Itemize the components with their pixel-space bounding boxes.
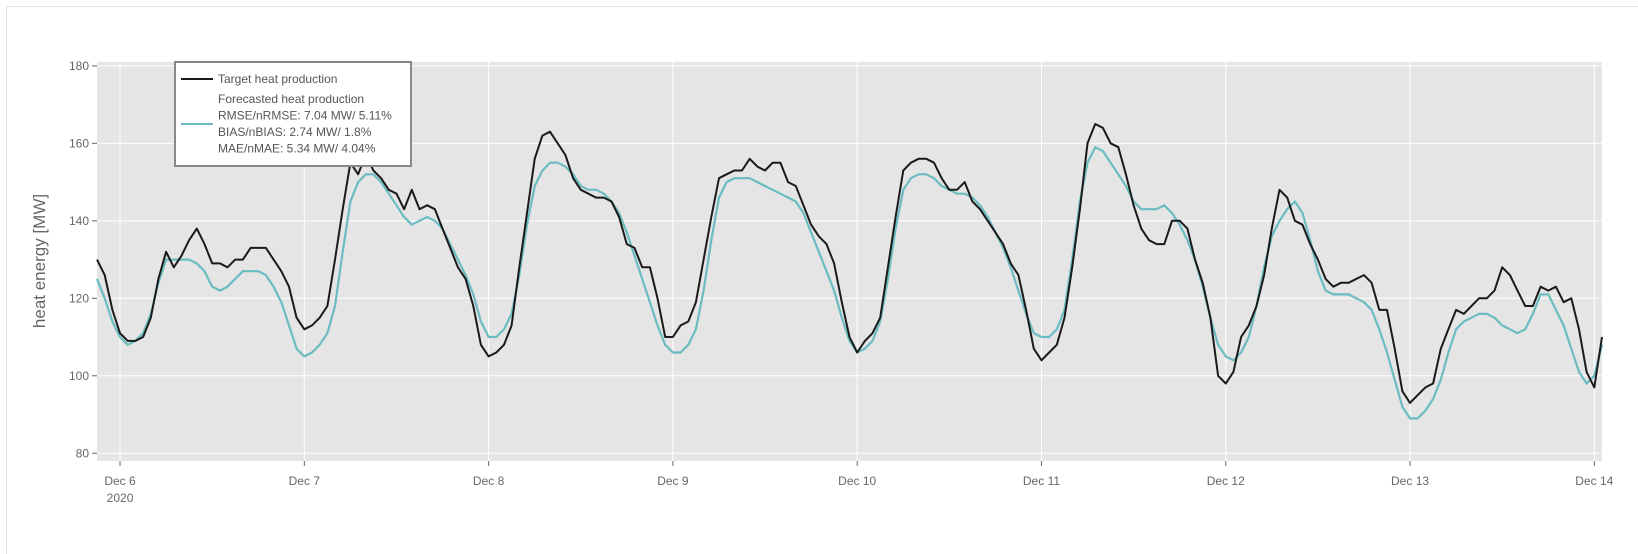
x-tick-label: Dec 6: [104, 474, 136, 488]
legend-box: [174, 61, 412, 167]
series-lines: [95, 123, 1604, 420]
y-tick-label: 80: [76, 446, 90, 460]
y-tick-label: 160: [69, 136, 89, 150]
x-tick-label: Dec 13: [1391, 474, 1429, 488]
x-tick-label: Dec 8: [473, 474, 505, 488]
y-tick-label: 140: [69, 214, 89, 228]
y-tick-label: 100: [69, 369, 89, 383]
y-axis-label: heat energy [MW]: [30, 194, 49, 328]
axes: 80 100 120 140 160 180 Dec 6 2020 Dec 7 Dec 8 Dec …: [69, 59, 1614, 505]
x-tick-label: Dec 7: [289, 474, 321, 488]
x-tick-label: Dec 12: [1207, 474, 1245, 488]
x-tick-label: Dec 9: [657, 474, 689, 488]
chart-frame: [6, 6, 1638, 554]
legend-metric-line: BIAS/nBIAS: 2.74 MW/ 1.8%: [218, 125, 372, 139]
x-tick-label: Dec 14: [1575, 474, 1613, 488]
y-tick-label: 120: [69, 291, 89, 305]
series-line-forecast: [95, 146, 1604, 420]
x-tick-label: Dec 10: [838, 474, 876, 488]
legend-label-target: Target heat production: [218, 72, 337, 86]
gridlines: [97, 62, 1602, 461]
legend-metric-line: MAE/nMAE: 5.34 MW/ 4.04%: [218, 142, 376, 156]
series-line-target: [96, 123, 1603, 404]
x-tick-sublabel: 2020: [107, 491, 134, 505]
x-tick-label: Dec 11: [1023, 474, 1060, 488]
y-tick-label: 180: [69, 59, 89, 73]
legend-label-forecast: Forecasted heat production: [218, 92, 364, 106]
legend: Target heat production Forecasted heat pr…: [174, 61, 412, 167]
legend-metric-line: RMSE/nRMSE: 7.04 MW/ 5.11%: [218, 109, 392, 123]
